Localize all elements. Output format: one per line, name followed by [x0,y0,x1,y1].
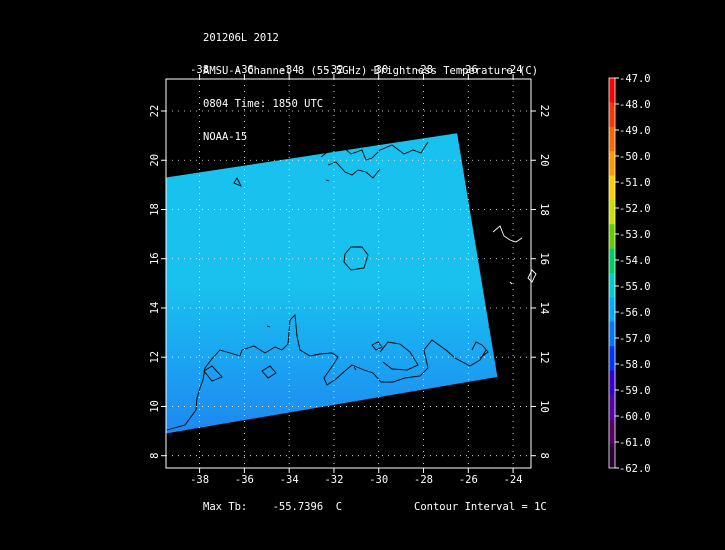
colorbar-label: -52.0 [619,203,651,215]
contour-line-outside [509,281,513,285]
colorbar-label: -51.0 [619,177,651,189]
colorbar-label: -56.0 [619,307,651,319]
plot-frame [165,78,532,469]
x-tick-label-bottom: -28 [414,474,433,486]
colorbar-swatch [609,199,615,225]
contour-line [488,319,497,331]
x-tick-label-top: -24 [504,64,523,76]
max-tb-label: Max Tb: [203,501,248,513]
colorbar-label: -49.0 [619,125,651,137]
colorbar-swatch [609,321,615,347]
colorbar-label: -62.0 [619,463,651,475]
max-tb-readout: Max Tb: -55.7396 C [203,501,342,513]
x-tick-label-top: -26 [459,64,478,76]
x-tick-label-bottom: -36 [235,474,254,486]
colorbar-swatch [609,394,615,420]
chart-header: 201206L 2012 AMSU-A Channel 8 (55.5GHz) … [203,11,538,154]
storm-id-label: 201206L 2012 [203,32,279,44]
y-tick-label-right: 10 [538,400,550,413]
y-tick-label-left: 10 [149,400,161,413]
x-tick-label-bottom: -30 [369,474,388,486]
colorbar-swatch [609,248,615,274]
contour-line [261,365,277,379]
max-tb-unit: C [335,501,343,513]
contour-line [471,341,489,359]
x-tick-label-top: -32 [324,64,343,76]
colorbar-label: -47.0 [619,73,651,85]
y-tick-label-left: 16 [149,252,161,265]
y-tick-label-right: 14 [538,302,550,315]
x-tick-label-top: -28 [414,64,433,76]
chart-title: AMSU-A Channel 8 (55.5GHz) Brightness Te… [203,65,539,77]
y-tick-label-right: 20 [538,154,550,167]
colorbar-label: -54.0 [619,255,651,267]
contour-line [379,341,419,371]
data-swath [166,133,498,434]
x-tick-label-top: -36 [235,64,254,76]
contour-line [371,341,383,351]
contour-line-outside [527,269,537,283]
colorbar-label: -53.0 [619,229,651,241]
colorbar-swatch [609,346,615,371]
colorbar-frame [608,77,616,469]
x-tick-label-bottom: -34 [280,474,299,486]
contour-line [320,141,429,161]
y-tick-label-left: 22 [149,105,161,118]
contour-line [166,314,487,431]
satellite-label: NOAA-15 [203,131,248,143]
colorbar-swatch [609,78,615,103]
max-tb-value: -55.7396 [272,501,324,513]
colorbar-swatch [609,224,615,250]
colorbar-swatch [609,126,615,152]
x-tick-label-top: -34 [280,64,299,76]
colorbar-label: -61.0 [619,437,651,449]
y-tick-label-right: 16 [538,252,550,265]
colorbar-swatch [609,443,615,469]
colorbar-label: -60.0 [619,411,651,423]
y-tick-label-right: 8 [538,453,550,459]
colorbar-label: -58.0 [619,359,651,371]
colorbar-label: -48.0 [619,99,651,111]
contour-line [327,161,381,179]
colorbar-label: -50.0 [619,151,651,163]
contour-line [203,365,223,382]
contour-line [266,325,271,328]
colorbar-label: -59.0 [619,385,651,397]
time-label: 0804 Time: 1850 UTC [203,98,324,110]
colorbar-label: -55.0 [619,281,651,293]
colorbar-swatch [609,151,615,176]
colorbar-swatch [609,370,615,396]
colorbar-swatch [609,273,615,298]
x-tick-label-bottom: -32 [324,474,343,486]
contour-line [343,246,369,271]
contour-line-outside [492,225,523,243]
x-tick-label-top: -30 [369,64,388,76]
x-tick-label-top: -38 [190,64,209,76]
y-tick-label-left: 12 [149,351,161,364]
colorbar-swatch [609,102,615,128]
x-tick-label-bottom: -24 [504,474,523,486]
y-tick-label-left: 14 [149,302,161,315]
contour-line [233,177,242,187]
y-tick-label-right: 12 [538,351,550,364]
x-tick-label-bottom: -26 [459,474,478,486]
colorbar-swatch [609,419,615,445]
contour-line [325,179,330,182]
colorbar-label: -57.0 [619,333,651,345]
x-tick-label-bottom: -38 [190,474,209,486]
y-tick-label-left: 8 [149,453,161,459]
y-tick-label-right: 22 [538,105,550,118]
contour-interval-label: Contour Interval = 1C [414,501,547,513]
y-tick-label-left: 18 [149,203,161,216]
y-tick-label-right: 18 [538,203,550,216]
colorbar-swatch [609,175,615,201]
colorbar-swatch [609,297,615,323]
contour-line [353,366,357,371]
y-tick-label-left: 20 [149,154,161,167]
